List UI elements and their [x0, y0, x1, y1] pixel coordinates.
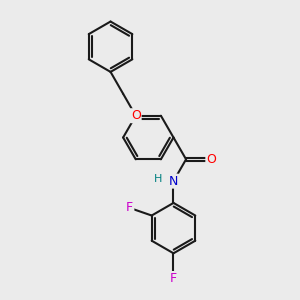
Text: O: O — [206, 153, 216, 166]
Text: H: H — [154, 174, 163, 184]
Text: O: O — [131, 109, 141, 122]
Text: F: F — [126, 202, 133, 214]
Text: N: N — [169, 175, 178, 188]
Text: F: F — [170, 272, 177, 285]
